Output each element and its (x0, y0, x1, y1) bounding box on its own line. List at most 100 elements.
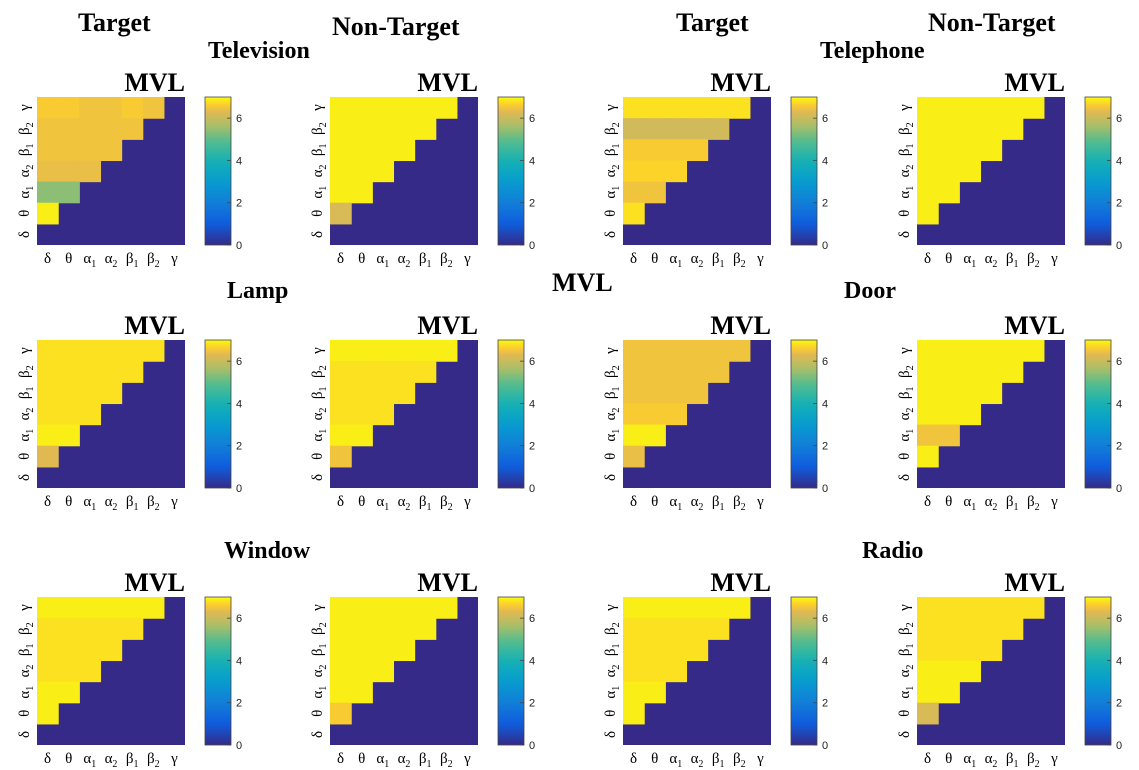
colorbar (497, 339, 525, 489)
colorbar-tick-label: 4 (1116, 398, 1122, 410)
heatmap-cell (938, 340, 960, 362)
heatmap-cell (37, 97, 59, 119)
heatmap-cell (330, 681, 352, 704)
heatmap-cell (79, 403, 102, 426)
y-tick-label: α2 (897, 408, 916, 421)
heatmap-cell (37, 660, 59, 683)
x-tick-label: β1 (1006, 494, 1019, 513)
y-tick-label: β1 (603, 144, 622, 157)
y-tick-label: α1 (603, 429, 622, 442)
heatmap-cell (980, 597, 1003, 619)
y-tick-label: θ (310, 210, 326, 217)
heatmap-cell (644, 660, 666, 683)
heatmap-cell (623, 97, 645, 119)
colorbar-tick-label: 0 (1116, 483, 1122, 495)
colorbar-tick-label: 6 (822, 356, 828, 368)
y-tick-label: δ (17, 731, 33, 738)
y-tick-label: β2 (17, 122, 36, 135)
y-tick-label: β2 (603, 365, 622, 378)
x-tick-label: γ (1050, 494, 1058, 510)
y-tick-label: θ (897, 210, 913, 217)
heatmap-cell (707, 340, 730, 362)
panel-television-target: MVL δ θ α1 α2 β1 β2 γ δ θ α1 α2 β1 β2 γ 0 2 4 6 (7, 67, 242, 280)
y-tick-label: β2 (603, 622, 622, 635)
heatmap-cell (142, 97, 165, 119)
heatmap-cell (58, 639, 80, 662)
x-tick-label: θ (651, 251, 658, 267)
heatmap-cell (1001, 118, 1024, 140)
x-tick-label: θ (358, 251, 365, 267)
x-tick-label: α1 (963, 494, 976, 513)
x-tick-label: δ (337, 751, 344, 767)
heatmap-cell (959, 118, 982, 140)
x-tick-label: β1 (1006, 251, 1019, 270)
heatmap-title: MVL (417, 568, 478, 597)
heatmap-cell (330, 202, 352, 225)
heatmap-cell (37, 361, 59, 383)
y-tick-label: γ (310, 104, 326, 112)
heatmap-cell (330, 403, 352, 426)
x-tick-label: θ (358, 494, 365, 510)
heatmap-cell (372, 403, 395, 426)
colorbar-tick-label: 2 (1116, 198, 1122, 210)
x-tick-label: δ (630, 751, 637, 767)
y-tick-label: δ (603, 474, 619, 481)
heatmap-cell (330, 445, 352, 468)
colorbar-tick-label: 0 (1116, 240, 1122, 252)
colorbar-tick-label: 4 (529, 155, 535, 167)
colorbar-tick-label: 6 (236, 613, 242, 625)
heatmap-title: MVL (710, 311, 771, 340)
y-tick-label: γ (897, 604, 913, 612)
heatmap-cell (686, 340, 709, 362)
heatmap-cell (623, 160, 645, 183)
heatmap-cell (686, 139, 709, 162)
y-tick-label: α1 (310, 686, 329, 699)
y-tick-label: α1 (897, 186, 916, 199)
heatmap-cell (959, 618, 982, 640)
colorbar (790, 339, 818, 489)
colorbar-tick-label: 0 (822, 740, 828, 752)
x-tick-label: γ (756, 751, 764, 767)
heatmap-cell (728, 97, 751, 119)
heatmap-title: MVL (417, 68, 478, 97)
colorbar-tick-label: 2 (236, 441, 242, 453)
heatmap-cell (623, 202, 645, 225)
heatmap-cell (686, 118, 709, 140)
colorbar-tick-label: 4 (529, 398, 535, 410)
heatmap-cell (58, 382, 80, 405)
heatmap-cell (435, 597, 458, 619)
heatmap-cell (58, 97, 80, 119)
heatmap-cell (959, 403, 982, 426)
heatmap-cell (393, 618, 416, 640)
x-tick-label: γ (170, 494, 178, 510)
x-tick-label: α2 (105, 494, 118, 513)
y-tick-label: β1 (310, 644, 329, 657)
colorbar-tick-label: 0 (236, 483, 242, 495)
heatmap-cell (665, 597, 688, 619)
heatmap-cell (351, 403, 373, 426)
heatmap-cell (37, 639, 59, 662)
heatmap-cell (959, 139, 982, 162)
heatmap-cell (393, 361, 416, 383)
heatmap-cell (351, 681, 373, 704)
heatmap-cell (623, 639, 645, 662)
x-tick-label: α2 (985, 494, 998, 513)
heatmap-cell (980, 118, 1003, 140)
colorbar (790, 96, 818, 246)
colorbar (204, 596, 232, 746)
heatmap-cell (959, 340, 982, 362)
heatmap-cell (79, 361, 102, 383)
heatmap-cell (917, 445, 939, 468)
y-tick-label: δ (897, 474, 913, 481)
group-title-door: Door (844, 278, 896, 304)
heatmap-cell (121, 118, 144, 140)
x-tick-label: θ (65, 251, 72, 267)
heatmap-cell (644, 160, 666, 183)
x-tick-label: α1 (83, 251, 96, 270)
x-tick-label: β1 (712, 494, 725, 513)
heatmap-cell (665, 660, 688, 683)
y-tick-label: θ (17, 710, 33, 717)
